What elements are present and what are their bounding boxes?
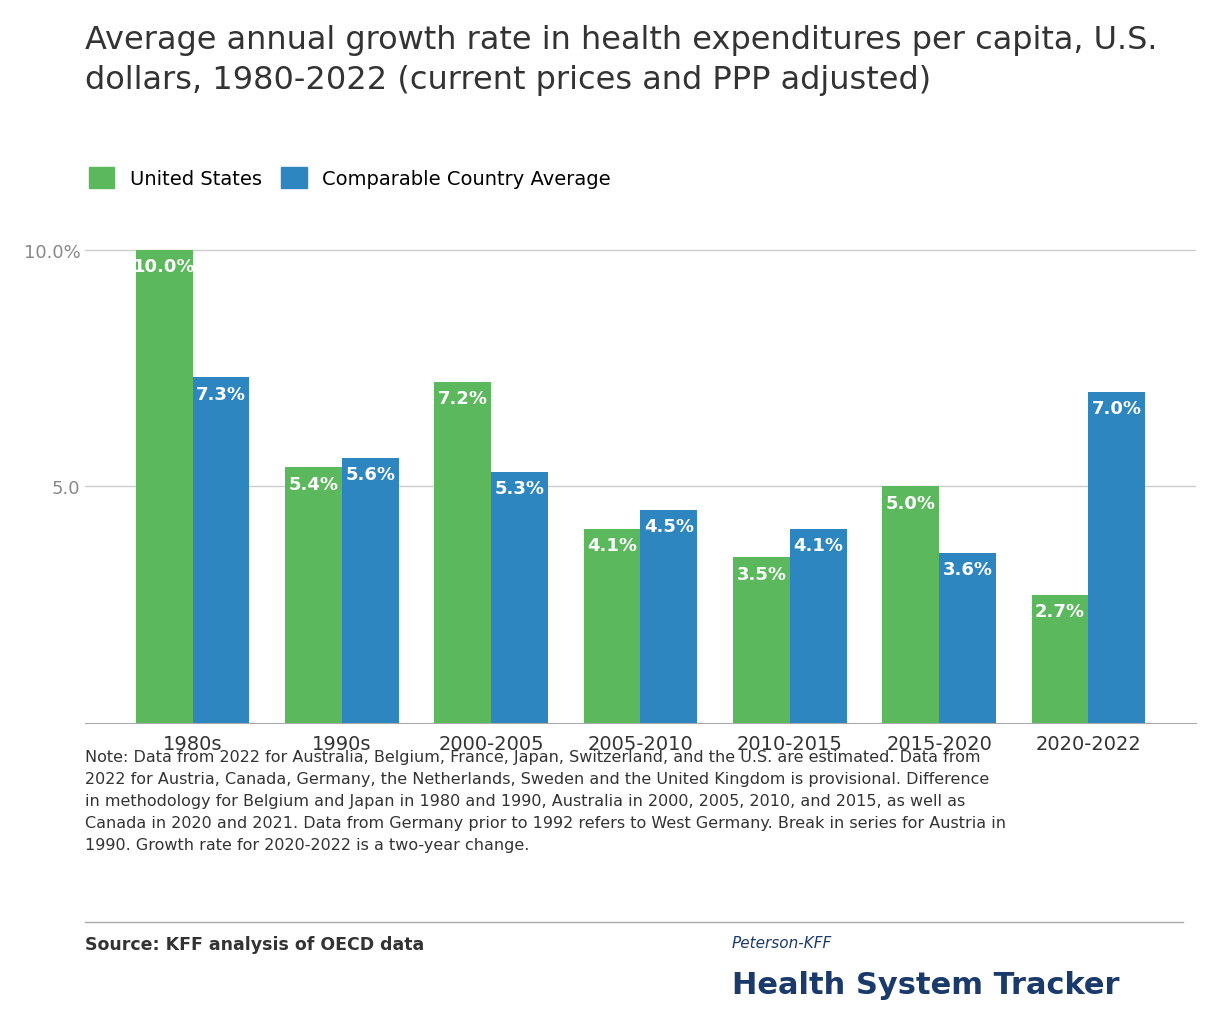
Text: 2.7%: 2.7%	[1035, 603, 1085, 621]
Text: Note: Data from 2022 for Australia, Belgium, France, Japan, Switzerland, and the: Note: Data from 2022 for Australia, Belg…	[85, 749, 1006, 853]
Text: 3.5%: 3.5%	[737, 565, 787, 583]
Text: 7.0%: 7.0%	[1092, 399, 1142, 418]
Text: 4.1%: 4.1%	[587, 537, 637, 554]
Text: 3.6%: 3.6%	[943, 560, 992, 578]
Bar	[342, 459, 399, 723]
Text: 5.4%: 5.4%	[289, 475, 338, 493]
Legend: United States, Comparable Country Average: United States, Comparable Country Averag…	[89, 168, 611, 189]
Bar	[583, 530, 640, 723]
Bar	[1088, 392, 1146, 723]
Text: 7.3%: 7.3%	[196, 385, 246, 404]
Text: Health System Tracker: Health System Tracker	[732, 970, 1120, 999]
Text: 5.3%: 5.3%	[494, 480, 544, 498]
Bar	[193, 378, 249, 723]
Bar	[285, 468, 342, 723]
Text: 10.0%: 10.0%	[133, 258, 195, 275]
Bar	[1032, 596, 1088, 723]
Bar	[640, 511, 698, 723]
Bar	[135, 251, 193, 723]
Text: Source: KFF analysis of OECD data: Source: KFF analysis of OECD data	[85, 935, 425, 954]
Text: Average annual growth rate in health expenditures per capita, U.S.
dollars, 1980: Average annual growth rate in health exp…	[85, 25, 1158, 96]
Bar	[789, 530, 847, 723]
Bar	[939, 553, 996, 723]
Text: Peterson-KFF: Peterson-KFF	[732, 935, 832, 951]
Bar	[733, 557, 789, 723]
Text: 7.2%: 7.2%	[438, 390, 488, 408]
Text: 5.0%: 5.0%	[886, 494, 936, 512]
Text: 4.1%: 4.1%	[793, 537, 843, 554]
Bar	[434, 383, 492, 723]
Bar	[882, 487, 939, 723]
Bar	[492, 473, 548, 723]
Text: 5.6%: 5.6%	[345, 466, 395, 484]
Text: 4.5%: 4.5%	[644, 518, 694, 536]
